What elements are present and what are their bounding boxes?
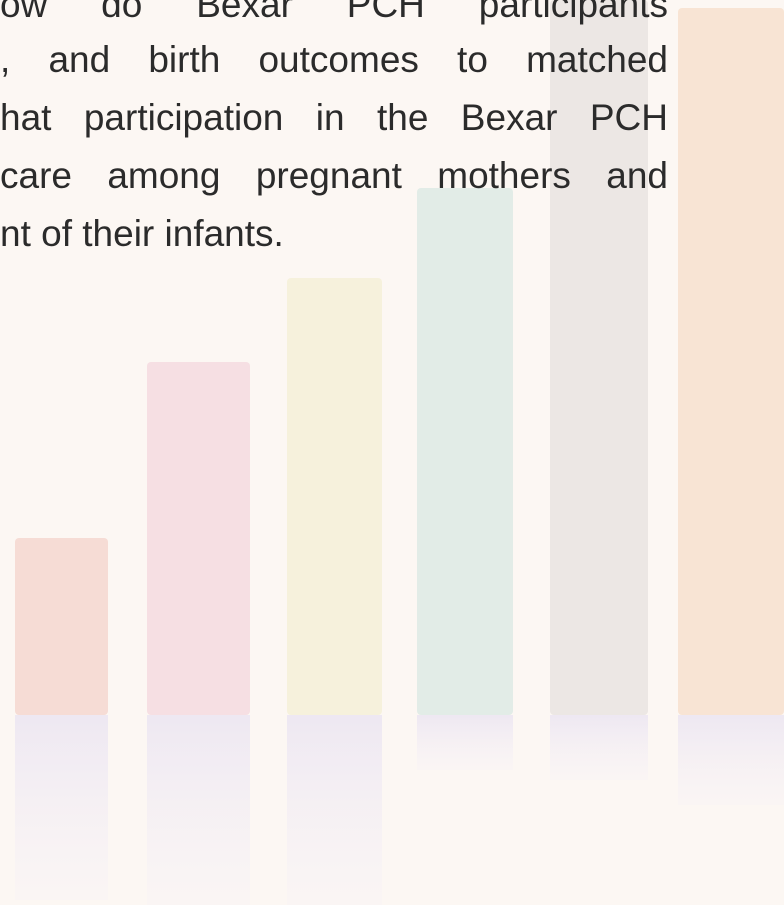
decor-reflection	[417, 715, 513, 770]
text-line: hat participation in the Bexar PCH	[0, 97, 668, 138]
decor-bar	[417, 188, 513, 715]
decor-reflection	[287, 715, 382, 905]
text-line: care among pregnant mothers and	[0, 155, 668, 196]
decor-bar	[550, 0, 648, 715]
decor-bar	[678, 8, 784, 715]
decor-reflection	[15, 715, 108, 900]
decor-bar	[147, 362, 250, 715]
text-line: , and birth outcomes to matched	[0, 39, 668, 80]
decor-reflection	[147, 715, 250, 905]
text-line: nt of their infants.	[0, 213, 284, 254]
decor-bar	[15, 538, 108, 715]
decor-bar	[287, 278, 382, 715]
decor-reflection	[678, 715, 784, 805]
decor-reflection	[550, 715, 648, 780]
text-line: ow do Bexar PCH participants	[0, 0, 668, 25]
